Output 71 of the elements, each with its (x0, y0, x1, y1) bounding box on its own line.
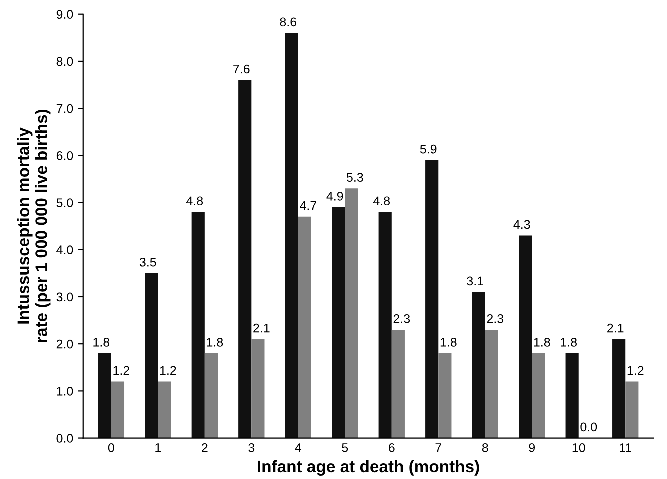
data-label: 1.8 (207, 338, 224, 347)
x-tick-label: 5 (342, 444, 348, 452)
bar (332, 207, 346, 438)
bar (98, 354, 112, 438)
data-label: 7.6 (234, 64, 250, 74)
y-tick-label: 6.0 (56, 151, 74, 160)
bar (612, 339, 626, 438)
y-tick-label: 1.0 (57, 386, 74, 396)
x-tick-label: 11 (620, 444, 632, 452)
bar (285, 33, 298, 438)
x-tick-label: 2 (202, 443, 208, 452)
y-axis-title: Intussusception mortaliy rate (per 1 000 000 live births) (17, 110, 51, 342)
bar (238, 80, 252, 438)
data-label: 4.9 (326, 192, 344, 201)
bar (204, 354, 218, 438)
data-label: 4.7 (300, 202, 316, 210)
data-label: 3.5 (140, 258, 156, 267)
bar (378, 212, 392, 438)
bar (566, 354, 579, 438)
data-label: 2.3 (487, 314, 504, 324)
x-tick-label: 7 (436, 444, 442, 452)
y-tick-label: 8.0 (56, 57, 74, 66)
y-tick-label: 7.0 (56, 104, 74, 114)
x-tick-label: 3 (248, 443, 255, 452)
y-tick-label: 0.0 (56, 434, 74, 443)
bar (519, 236, 532, 438)
x-tick-label: 6 (389, 443, 395, 452)
x-axis-title: Infant age at death (months) (258, 460, 480, 476)
y-tick-label: 3.0 (56, 292, 74, 302)
y-tick-label: 4.0 (56, 246, 74, 255)
y-tick-label: 9.0 (56, 10, 74, 20)
bar (532, 354, 546, 438)
data-label: 2.1 (608, 324, 624, 333)
bar (626, 382, 639, 438)
data-label: 1.8 (561, 338, 577, 347)
data-label: 2.1 (254, 324, 270, 333)
y-tick-label: 2.0 (56, 340, 74, 349)
x-tick-label: 0 (108, 443, 114, 452)
data-label: 5.3 (346, 173, 364, 182)
data-label: 1.2 (114, 366, 130, 376)
bar (438, 354, 452, 438)
y-tick-label: 5.0 (56, 198, 74, 208)
data-label: 1.2 (160, 366, 176, 376)
bar (252, 339, 265, 438)
data-label: 1.2 (628, 366, 644, 376)
data-label: 4.3 (514, 220, 530, 230)
data-label: 0.0 (580, 422, 598, 432)
data-label: 4.8 (373, 196, 390, 206)
bar (392, 330, 405, 438)
bar (111, 382, 125, 438)
data-label: 3.1 (467, 276, 484, 286)
data-label: 1.8 (534, 338, 550, 347)
x-tick-label: 10 (572, 443, 586, 452)
bar (298, 216, 312, 438)
x-tick-label: 9 (529, 443, 536, 452)
data-label: 5.9 (420, 144, 437, 154)
bar (345, 188, 358, 438)
x-tick-label: 8 (482, 443, 488, 452)
bar (485, 330, 498, 438)
data-label: 1.8 (440, 338, 457, 347)
bar (192, 212, 205, 438)
bar (472, 292, 486, 438)
data-label: 4.8 (186, 196, 204, 206)
bar (158, 382, 172, 438)
x-tick-label: 1 (156, 444, 162, 452)
bar (426, 160, 439, 438)
data-label: 1.8 (94, 338, 110, 347)
x-tick-label: 4 (295, 444, 302, 452)
data-label: 8.6 (280, 18, 297, 27)
bar (145, 273, 158, 438)
data-label: 2.3 (394, 314, 410, 324)
